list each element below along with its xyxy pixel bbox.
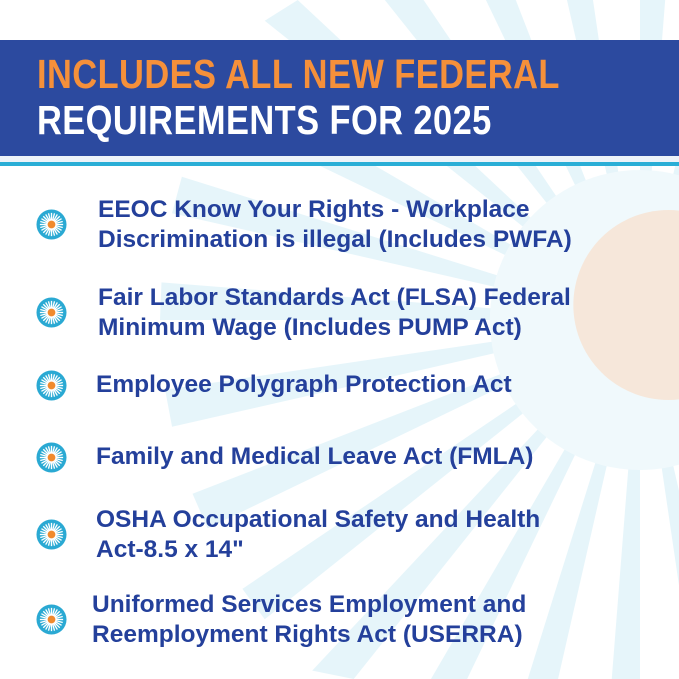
- list-item: OSHA Occupational Safety and Health Act-8…: [96, 505, 540, 565]
- background-ray: [165, 320, 640, 427]
- background-ray: [430, 320, 640, 679]
- headline-line-1: INCLUDES ALL NEW FEDERAL: [37, 51, 560, 97]
- sunburst-bullet-icon: [36, 297, 67, 328]
- divider-strip: [0, 156, 679, 162]
- list-item: Uniformed Services Employment and Reemplo…: [92, 590, 526, 650]
- list-item-line-1: Employee Polygraph Protection Act: [96, 371, 512, 398]
- list-item: EEOC Know Your Rights - Workplace Discrim…: [98, 195, 572, 255]
- sunburst-bullet-icon: [36, 519, 67, 550]
- list-item: Family and Medical Leave Act (FMLA): [96, 442, 533, 472]
- list-item: Employee Polygraph Protection Act: [96, 370, 512, 400]
- background-ray: [527, 320, 640, 679]
- list-item-line-1: Family and Medical Leave Act (FMLA): [96, 443, 534, 470]
- sunburst-bullet-icon: [36, 370, 67, 401]
- list-item-line-2: Discrimination is illegal (Includes PWFA…: [98, 226, 572, 253]
- background-ray: [312, 320, 640, 679]
- header-banner: [0, 40, 679, 156]
- list-item-line-1: EEOC Know Your Rights - Workplace: [98, 196, 530, 223]
- sunburst-bullet-icon: [36, 604, 67, 635]
- list-item-line-2: Reemployment Rights Act (USERRA): [92, 621, 523, 648]
- list-item-line-1: OSHA Occupational Safety and Health: [96, 506, 541, 533]
- background-ray: [160, 282, 640, 320]
- list-item-line-1: Fair Labor Standards Act (FLSA) Federal: [98, 284, 571, 311]
- sunburst-bullet-icon: [36, 209, 67, 240]
- background-ray: [242, 320, 640, 620]
- list-item: Fair Labor Standards Act (FLSA) Federal M…: [98, 283, 571, 343]
- list-item-line-2: Minimum Wage (Includes PUMP Act): [98, 314, 522, 341]
- list-item-line-1: Uniformed Services Employment and: [92, 591, 527, 618]
- sunburst-bullet-icon: [36, 442, 67, 473]
- divider-rule: [0, 162, 679, 166]
- list-item-line-2: Act-8.5 x 14": [96, 536, 244, 563]
- background-ray: [192, 320, 640, 529]
- background-orange-circle: [573, 210, 679, 400]
- background-ray: [611, 320, 640, 679]
- background-ray: [172, 176, 640, 320]
- headline-line-2: REQUIREMENTS FOR 2025: [37, 97, 492, 143]
